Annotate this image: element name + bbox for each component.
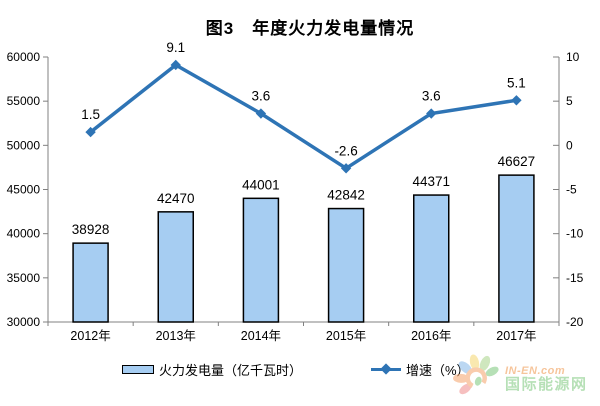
x-axis-category-label: 2012年 bbox=[70, 329, 110, 343]
x-axis-category-label: 2013年 bbox=[156, 329, 196, 343]
growth-point-2013年 bbox=[170, 59, 181, 71]
left-axis-tick-label: 60000 bbox=[7, 50, 41, 64]
bar-2012年 bbox=[72, 242, 109, 323]
legend-label-generation: 火力发电量（亿千瓦时） bbox=[159, 362, 303, 378]
bar-2014年 bbox=[242, 197, 280, 323]
bar-2013年 bbox=[157, 211, 194, 323]
x-axis-category-label: 2014年 bbox=[241, 329, 281, 343]
right-axis-tick-label: -10 bbox=[566, 227, 584, 241]
left-axis-tick-label: 45000 bbox=[7, 183, 41, 197]
x-axis-category-label: 2017年 bbox=[496, 329, 536, 343]
diamond-marker-icon bbox=[380, 362, 392, 375]
line-series-swatch bbox=[371, 362, 401, 375]
growth-value-label: 5.1 bbox=[507, 75, 526, 90]
growth-point-2017年 bbox=[511, 95, 522, 106]
legend-item-growth: 增速（%） bbox=[371, 361, 470, 378]
bar-series-swatch bbox=[122, 364, 154, 374]
growth-point-2016年 bbox=[426, 108, 437, 119]
left-axis-tick-label: 55000 bbox=[7, 94, 41, 108]
bar-value-label: 42842 bbox=[327, 188, 365, 203]
bar-value-label: 44371 bbox=[412, 174, 450, 189]
left-axis-tick-label: 40000 bbox=[7, 227, 41, 241]
growth-point-2012年 bbox=[85, 126, 96, 138]
growth-value-label: 3.6 bbox=[422, 89, 441, 104]
legend-label-growth: 增速（%） bbox=[406, 362, 470, 378]
bar-value-label: 46627 bbox=[498, 154, 536, 169]
right-axis-tick-label: 5 bbox=[566, 94, 573, 108]
left-axis-tick-label: 35000 bbox=[7, 271, 41, 285]
legend-item-generation: 火力发电量（亿千瓦时） bbox=[122, 361, 303, 378]
left-axis-tick-label: 50000 bbox=[7, 138, 41, 152]
right-axis-tick-label: 0 bbox=[566, 138, 573, 152]
bar-value-label: 42470 bbox=[157, 191, 195, 206]
growth-value-label: 1.5 bbox=[81, 107, 100, 122]
bar-2016年 bbox=[413, 194, 450, 323]
x-axis-category-label: 2015年 bbox=[326, 329, 366, 343]
right-axis-tick-label: -15 bbox=[566, 271, 584, 285]
bar-value-label: 38928 bbox=[72, 222, 110, 237]
x-axis-category-label: 2016年 bbox=[411, 329, 451, 343]
growth-value-label: -2.6 bbox=[334, 143, 357, 158]
growth-line bbox=[89, 62, 517, 171]
bar-2015年 bbox=[327, 207, 365, 323]
right-axis-tick-label: 10 bbox=[566, 50, 580, 64]
growth-point-2015年 bbox=[340, 163, 352, 174]
growth-value-label: 3.6 bbox=[252, 89, 271, 104]
right-axis-tick-label: -20 bbox=[566, 315, 584, 329]
bar-2017年 bbox=[498, 174, 535, 323]
left-axis-tick-label: 30000 bbox=[7, 315, 41, 329]
growth-value-label: 9.1 bbox=[166, 40, 185, 55]
chart-title: 图3 年度火力发电量情况 bbox=[205, 19, 415, 38]
growth-point-2014年 bbox=[255, 108, 267, 119]
bar-value-label: 44001 bbox=[242, 177, 280, 192]
right-axis-tick-label: -5 bbox=[566, 183, 577, 197]
